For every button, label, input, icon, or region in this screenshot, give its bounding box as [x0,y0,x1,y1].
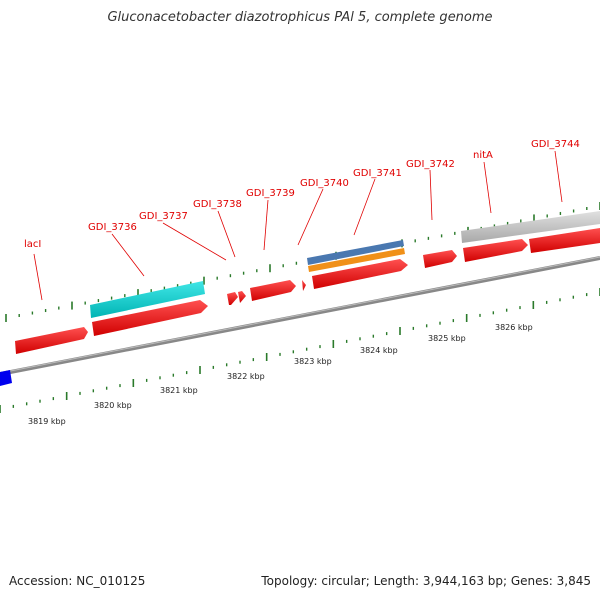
feature-blue-left[interactable] [0,370,12,386]
feature-gdi-3742[interactable] [423,250,457,268]
feature-gdi-3736[interactable] [92,300,208,336]
kbp-label-3825: 3825 kbp [428,334,466,343]
gene-label-gdi-3736: GDI_3736 [88,222,137,233]
kbp-label-3819: 3819 kbp [28,417,66,426]
gene-label-gdi-3741: GDI_3741 [353,168,402,179]
coordinate-labels: 3819 kbp 3820 kbp 3821 kbp 3822 kbp 3823… [28,323,533,426]
feature-nitA[interactable] [463,239,528,262]
accession-text: Accession: NC_010125 [9,574,146,588]
kbp-label-3821: 3821 kbp [160,386,198,395]
feature-lacI[interactable] [15,327,88,354]
lower-tick-row [0,288,600,413]
gene-label-gdi-3740: GDI_3740 [300,178,349,189]
map-title: Gluconacetobacter diazotrophicus PAl 5, … [107,10,493,25]
feature-gdi-3741-blue[interactable] [307,240,404,265]
kbp-label-3824: 3824 kbp [360,346,398,355]
gene-label-gdi-3742: GDI_3742 [406,159,455,170]
gene-label-gdi-3737: GDI_3737 [139,211,188,222]
feature-gdi-3741[interactable] [312,259,408,289]
feature-gdi-3740[interactable] [302,280,306,291]
gene-label-gdi-3739: GDI_3739 [246,188,295,199]
feature-gdi-3739[interactable] [250,280,296,301]
kbp-label-3826: 3826 kbp [495,323,533,332]
feature-gdi-3744[interactable] [529,228,600,253]
gene-label-gdi-3744: GDI_3744 [531,139,580,150]
gene-label-gdi-3738: GDI_3738 [193,199,242,210]
feature-gdi-3741-orange[interactable] [308,248,405,272]
gene-label-nitA: nitA [473,150,493,161]
feature-nitA-gray[interactable] [461,211,600,243]
gene-features [0,211,600,386]
kbp-label-3822: 3822 kbp [227,372,265,381]
gene-labels: lacI GDI_3736 GDI_3737 GDI_3738 GDI_3739… [24,139,580,250]
feature-gdi-3736-cyan[interactable] [90,281,205,318]
label-leaders [33,150,563,301]
kbp-label-3820: 3820 kbp [94,401,132,410]
genome-summary-text: Topology: circular; Length: 3,944,163 bp… [261,574,591,588]
kbp-label-3823: 3823 kbp [294,357,332,366]
genome-backbone [0,256,600,376]
gene-label-lacI: lacI [24,239,41,250]
feature-gdi-3738[interactable] [238,291,246,303]
feature-gdi-3737[interactable] [227,292,238,305]
genome-backbone-highlight [0,256,600,374]
